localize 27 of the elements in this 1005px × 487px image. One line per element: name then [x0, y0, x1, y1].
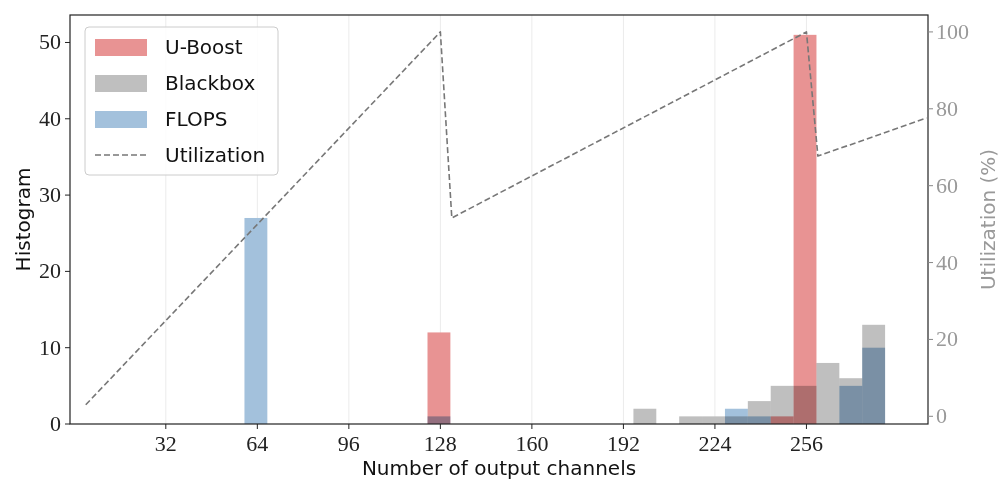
- y-tick-label: 50: [39, 29, 61, 55]
- y2-axis-title: Utilization (%): [976, 148, 1000, 291]
- legend-label: FLOPS: [165, 107, 228, 131]
- legend-label: Blackbox: [165, 71, 256, 95]
- y2-tick-label: 60: [936, 172, 958, 198]
- x-tick-label: 32: [154, 431, 177, 456]
- x-tick-label: 64: [246, 431, 269, 456]
- y2-tick-label: 20: [936, 326, 958, 352]
- x-tick-label: 224: [698, 431, 732, 456]
- y2-tick-label: 40: [936, 249, 958, 275]
- y2-tick-label: 100: [936, 18, 969, 44]
- x-tick-label: 128: [423, 431, 457, 456]
- y2-tick-label: 0: [936, 403, 947, 429]
- x-axis-title: Number of output channels: [361, 456, 637, 480]
- y-tick-label: 0: [50, 411, 61, 436]
- y-tick-label: 40: [39, 105, 61, 131]
- y-tick-label: 10: [39, 334, 61, 360]
- legend-label: Utilization: [165, 143, 266, 167]
- x-tick-label: 192: [606, 431, 640, 456]
- x-tick-label: 256: [789, 431, 823, 456]
- y-axis-title: Histogram: [11, 167, 35, 272]
- x-tick-label: 160: [515, 431, 549, 456]
- y2-tick-label: 80: [936, 95, 958, 121]
- x-tick-label: 96: [337, 431, 360, 456]
- legend-label: U-Boost: [165, 35, 243, 59]
- y-tick-label: 20: [39, 258, 61, 284]
- y-tick-label: 30: [39, 182, 61, 208]
